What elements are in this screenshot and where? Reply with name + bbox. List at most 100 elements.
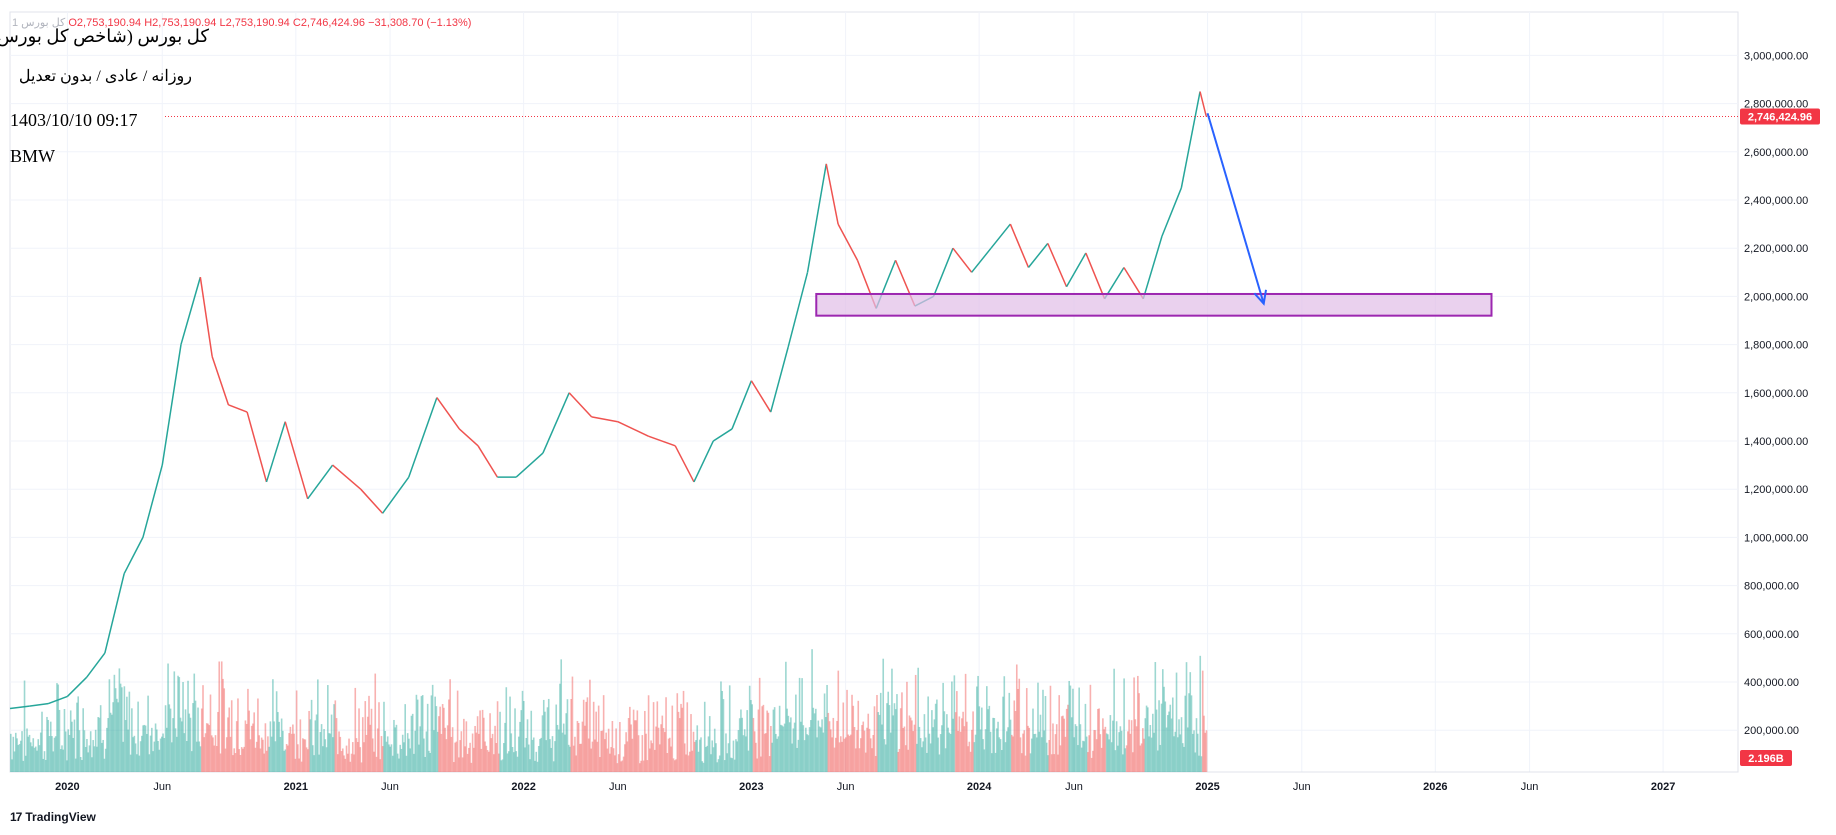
volume-bar xyxy=(461,757,464,772)
volume-bar xyxy=(631,738,634,772)
volume-bar xyxy=(825,717,827,772)
volume-bar xyxy=(253,712,255,772)
volume-bar xyxy=(968,741,971,772)
volume-bar xyxy=(1147,707,1149,772)
volume-bar xyxy=(594,739,596,772)
volume-bar xyxy=(977,675,979,772)
forecast-arrow-head xyxy=(1253,289,1267,306)
volume-bar xyxy=(219,753,222,772)
volume-bar xyxy=(225,737,228,772)
volume-bar xyxy=(519,721,521,772)
volume-bar xyxy=(1127,731,1129,772)
volume-bar xyxy=(423,738,425,772)
volume-bar xyxy=(1125,745,1128,772)
price-segment xyxy=(648,435,676,447)
volume-bar xyxy=(640,760,642,772)
volume-bar xyxy=(931,710,933,772)
volume-bar xyxy=(951,681,953,772)
volume-bar xyxy=(26,728,28,772)
support-zone xyxy=(815,292,1493,317)
y-tick-label: 1,800,000.00 xyxy=(1744,340,1808,352)
volume-bar xyxy=(676,693,679,772)
volume-bar xyxy=(941,725,943,772)
volume-bar xyxy=(29,742,32,772)
volume-bar xyxy=(655,726,657,772)
volume-bar xyxy=(1072,688,1074,772)
volume-bar xyxy=(305,747,308,772)
volume-bar xyxy=(926,752,928,772)
volume-bar xyxy=(480,748,483,772)
volume-bar xyxy=(1129,733,1132,772)
volume-bar xyxy=(873,706,876,772)
volume-bar xyxy=(536,761,539,772)
volume-bar xyxy=(469,742,471,772)
y-tick-label: 3,000,000.00 xyxy=(1744,50,1808,62)
volume-bar xyxy=(1005,731,1008,772)
tradingview-logo[interactable]: 17 TradingView xyxy=(10,810,96,824)
volume-bar xyxy=(859,738,862,772)
volume-bar xyxy=(360,762,363,772)
volume-bar xyxy=(936,699,938,772)
volume-bar xyxy=(33,747,36,772)
volume-bar xyxy=(39,732,42,772)
y-tick-label: 1,200,000.00 xyxy=(1744,484,1808,496)
volume-bar xyxy=(1047,755,1049,772)
volume-bar xyxy=(607,728,610,772)
volume-bar xyxy=(733,759,736,772)
volume-bar xyxy=(962,711,964,772)
volume-bar xyxy=(98,717,101,772)
x-tick-label: 2027 xyxy=(1651,781,1675,793)
volume-bar xyxy=(1163,686,1165,772)
volume-bar xyxy=(891,668,893,772)
volume-bar xyxy=(300,761,303,772)
volume-bar xyxy=(1122,754,1124,772)
volume-bar xyxy=(555,704,558,772)
volume-bar xyxy=(244,720,247,772)
volume-bar xyxy=(831,737,833,772)
volume-bar xyxy=(500,760,503,772)
volume-bar xyxy=(493,754,495,772)
y-tick-label: 1,000,000.00 xyxy=(1744,532,1808,544)
volume-bar xyxy=(1113,668,1115,772)
volume-bar xyxy=(673,760,676,772)
tag-label: BMW xyxy=(10,146,55,166)
volume-bar xyxy=(298,758,300,772)
volume-bar xyxy=(146,733,148,772)
volume-bar xyxy=(619,721,621,772)
volume-bar xyxy=(154,723,157,772)
volume-bar xyxy=(490,738,493,772)
price-segment xyxy=(568,392,593,418)
volume-bar xyxy=(1064,736,1067,772)
volume-bar xyxy=(705,747,707,772)
volume-bar xyxy=(554,741,556,772)
volume-bar xyxy=(149,735,152,772)
volume-bar xyxy=(1179,734,1182,772)
volume-bar xyxy=(989,731,992,772)
volume-bar xyxy=(113,674,116,772)
volume-bar xyxy=(313,755,315,772)
volume-bar xyxy=(441,704,444,772)
volume-bar xyxy=(770,725,772,772)
volume-bar xyxy=(47,719,50,772)
volume-bar xyxy=(652,702,655,772)
volume-bar xyxy=(1058,695,1061,772)
volume-bar xyxy=(664,732,666,772)
volume-bar xyxy=(718,755,721,772)
volume-bar xyxy=(308,710,310,772)
volume-bar xyxy=(325,747,328,772)
volume-bar xyxy=(691,750,694,772)
volume-bar xyxy=(1119,726,1122,772)
volume-bar xyxy=(811,649,813,772)
volume-bar xyxy=(268,746,270,772)
volume-bar xyxy=(708,716,711,772)
volume-bar xyxy=(164,705,167,772)
volume-bar xyxy=(356,741,359,772)
volume-bar xyxy=(491,733,494,772)
volume-bar xyxy=(1150,737,1153,772)
volume-bar xyxy=(766,710,768,772)
volume-bar xyxy=(303,739,305,772)
volume-bar xyxy=(434,696,436,772)
volume-bar xyxy=(503,743,505,772)
volume-bar xyxy=(979,729,982,772)
